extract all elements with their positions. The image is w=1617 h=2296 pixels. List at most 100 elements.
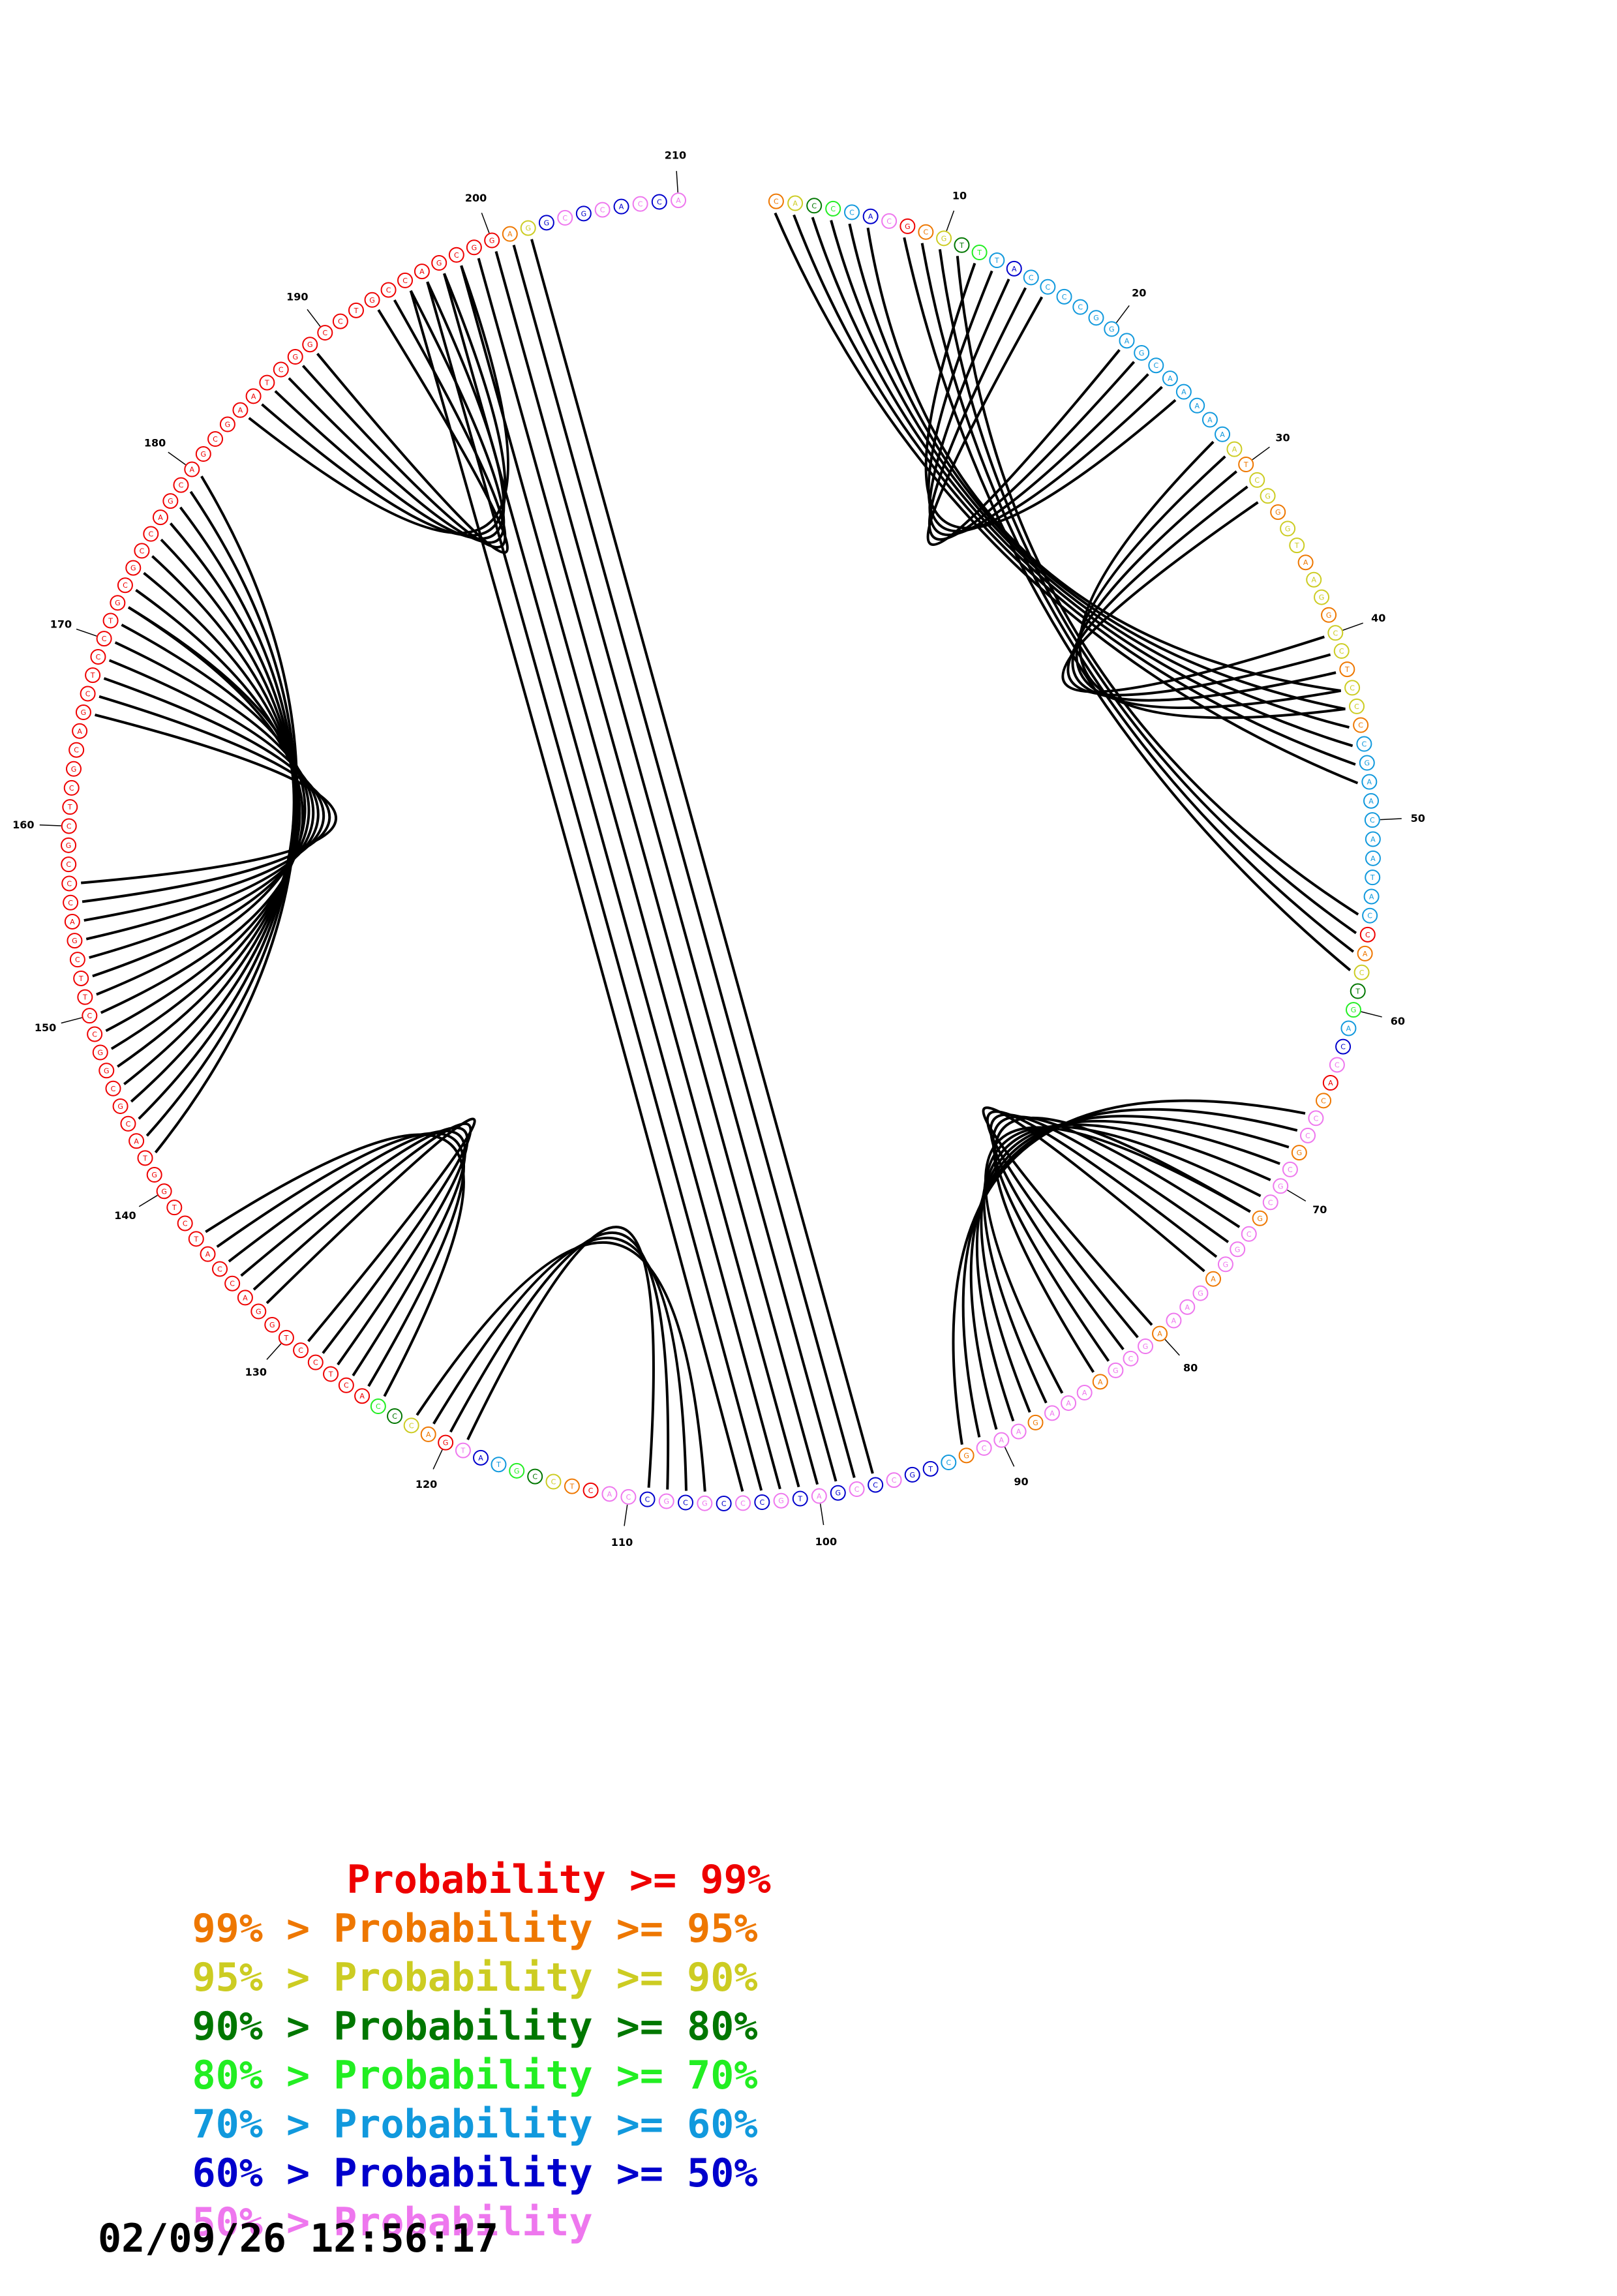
nucleotide: C xyxy=(1327,625,1344,641)
svg-text:A: A xyxy=(1207,416,1213,425)
nucleotide: G xyxy=(302,337,318,353)
svg-text:A: A xyxy=(1303,558,1308,567)
position-tick xyxy=(61,1017,82,1024)
nucleotide: C xyxy=(338,1377,354,1393)
position-tick xyxy=(266,1343,282,1360)
svg-text:G: G xyxy=(1285,524,1291,533)
svg-text:G: G xyxy=(1109,325,1115,333)
legend-row-p99: Probability >= 99% xyxy=(98,1807,771,1903)
nucleotide: C xyxy=(61,875,78,892)
nucleotide: A xyxy=(1006,260,1022,277)
svg-text:C: C xyxy=(1247,1230,1252,1239)
base-pair-arc xyxy=(154,476,299,1154)
svg-text:C: C xyxy=(774,198,779,206)
svg-text:C: C xyxy=(338,318,343,326)
svg-text:C: C xyxy=(454,251,459,260)
nucleotide: C xyxy=(63,894,79,911)
nucleotide: T xyxy=(491,1457,507,1473)
svg-text:C: C xyxy=(854,1485,860,1494)
position-label: 180 xyxy=(144,437,166,449)
svg-text:A: A xyxy=(1181,388,1186,397)
svg-text:C: C xyxy=(1029,273,1034,282)
nucleotide: A xyxy=(1119,333,1135,349)
svg-text:C: C xyxy=(1358,721,1363,730)
nucleotide: A xyxy=(200,1246,216,1262)
position-tick xyxy=(946,210,955,232)
nucleotide: C xyxy=(806,198,823,214)
nucleotide: G xyxy=(466,239,482,256)
nucleotide: A xyxy=(502,226,518,242)
position-label: 70 xyxy=(1312,1203,1327,1216)
svg-text:C: C xyxy=(830,205,836,213)
svg-text:C: C xyxy=(645,1496,650,1504)
svg-text:A: A xyxy=(158,513,163,522)
nucleotide: G xyxy=(219,416,235,432)
svg-text:T: T xyxy=(1370,873,1375,882)
svg-text:C: C xyxy=(1339,647,1344,656)
nucleotide: C xyxy=(1356,736,1372,752)
nucleotide: A xyxy=(1226,441,1243,457)
position-label: 30 xyxy=(1275,431,1290,444)
svg-text:C: C xyxy=(873,1481,878,1489)
nucleotide: G xyxy=(364,292,380,308)
nucleotide: C xyxy=(61,856,77,873)
nucleotide: T xyxy=(971,245,988,261)
svg-text:G: G xyxy=(941,234,947,243)
svg-text:T: T xyxy=(90,671,95,680)
svg-text:C: C xyxy=(74,746,79,755)
legend-row-plow: 50% > Probability xyxy=(98,2149,771,2245)
svg-text:T: T xyxy=(284,1334,289,1342)
base-pair-arc xyxy=(138,506,296,1120)
nucleotide: A xyxy=(1205,1271,1222,1287)
base-pair-arc xyxy=(494,250,838,1482)
nucleotide: C xyxy=(317,325,333,341)
legend-prefix-plow: 50% > xyxy=(192,2199,334,2245)
nucleotide: A xyxy=(245,388,262,404)
svg-text:A: A xyxy=(1098,1378,1103,1386)
legend-main-p70: Probability >= 70% xyxy=(333,2053,758,2098)
svg-text:A: A xyxy=(1363,950,1368,958)
nucleotide: G xyxy=(162,493,179,509)
nucleotide: A xyxy=(1365,831,1381,847)
svg-text:G: G xyxy=(225,421,231,429)
nucleotide: C xyxy=(117,577,133,594)
svg-text:G: G xyxy=(525,224,531,233)
svg-text:A: A xyxy=(238,406,243,415)
svg-text:C: C xyxy=(123,581,128,590)
nucleotide: G xyxy=(958,1447,975,1464)
svg-text:G: G xyxy=(256,1308,262,1316)
svg-text:T: T xyxy=(461,1447,466,1455)
svg-text:G: G xyxy=(161,1187,167,1196)
nucleotide: G xyxy=(431,255,447,271)
legend-row-p95: 99% > Probability >= 95% xyxy=(98,1856,771,1952)
position-tick xyxy=(819,1503,824,1526)
nucleotide: C xyxy=(632,196,648,212)
base-pair-arc xyxy=(956,256,1359,916)
position-tick xyxy=(481,213,490,234)
nucleotide: A xyxy=(613,198,629,215)
legend-prefix-p95: 99% > xyxy=(192,1906,334,1952)
nucleotide: C xyxy=(69,952,85,968)
position-label: 140 xyxy=(114,1209,136,1222)
nucleotide: G xyxy=(92,1044,108,1061)
nucleotide: T xyxy=(564,1478,580,1494)
nucleotide: T xyxy=(259,374,275,391)
svg-text:C: C xyxy=(1128,1355,1134,1363)
nucleotide: G xyxy=(1321,607,1337,623)
svg-text:C: C xyxy=(1340,1043,1346,1051)
svg-text:T: T xyxy=(172,1203,177,1212)
base-pair-arc xyxy=(961,1108,1298,1438)
base-pair-arc xyxy=(252,1122,472,1354)
svg-text:C: C xyxy=(140,547,145,555)
base-pair-arc xyxy=(1078,440,1346,719)
svg-text:C: C xyxy=(532,1473,537,1481)
position-tick xyxy=(138,1194,158,1207)
position-tick xyxy=(1287,1189,1307,1202)
svg-text:A: A xyxy=(1157,1330,1162,1338)
nucleotide: A xyxy=(128,1133,145,1149)
base-pair-arcs xyxy=(81,212,1359,1492)
nucleotide: C xyxy=(735,1495,751,1511)
base-pair-arc xyxy=(89,641,315,959)
nucleotide: A xyxy=(1175,384,1192,400)
svg-text:C: C xyxy=(69,784,74,793)
